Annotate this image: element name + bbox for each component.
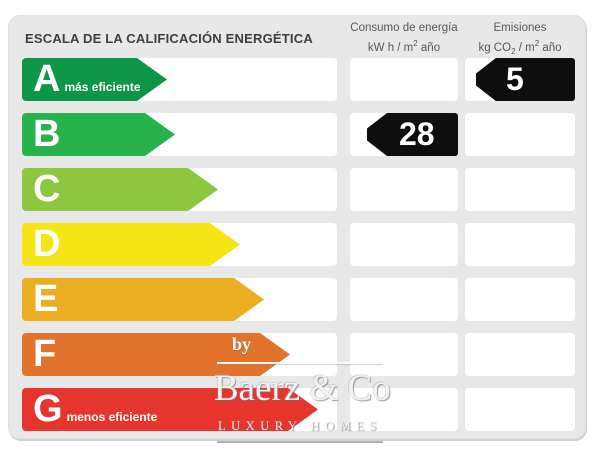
emisiones-cell-g <box>465 388 575 431</box>
emisiones-cell-c <box>465 168 575 211</box>
rating-note: más eficiente <box>64 80 141 94</box>
rating-letter: C <box>33 168 61 210</box>
rating-row-c: C <box>8 168 586 211</box>
certificate-card: ESCALA DE LA CALIFICACIÓN ENERGÉTICA Con… <box>8 15 586 443</box>
rating-letter: B <box>33 113 61 155</box>
consumo-header-line1: Consumo de energía <box>350 22 458 34</box>
watermark-bottom-rule <box>217 441 383 443</box>
rating-letter: F <box>33 333 57 375</box>
consumo-unit-sup: 2 <box>413 39 418 48</box>
consumo-cell-a <box>350 58 458 101</box>
rating-note: menos eficiente <box>66 410 158 424</box>
consumo-cell-f <box>350 333 458 376</box>
emisiones-cell-f <box>465 333 575 376</box>
consumo-column-header: Consumo de energía kW h / m2 año <box>329 21 479 56</box>
rating-letter: E <box>33 278 59 320</box>
consumo-unit-suffix: año <box>417 41 441 54</box>
rating-letter: A <box>33 58 61 100</box>
rating-row-f: F <box>8 333 586 376</box>
emisiones-unit-mid: / m <box>515 41 535 54</box>
emisiones-unit-prefix: kg CO <box>478 41 512 54</box>
emisiones-cell-d <box>465 223 575 266</box>
page-title: ESCALA DE LA CALIFICACIÓN ENERGÉTICA <box>25 31 313 46</box>
consumo-unit-prefix: kW h / m <box>367 41 414 54</box>
emisiones-unit-sup: 2 <box>534 39 540 48</box>
rating-row-g: G menos eficiente <box>8 388 586 431</box>
rating-row-a: A más eficiente 5 <box>8 58 586 101</box>
rating-arrow-g: G menos eficiente <box>22 388 318 431</box>
consumo-cell-g <box>350 388 458 431</box>
rating-arrow-d: D <box>22 223 240 266</box>
consumo-header-unit: kW h / m2 año <box>329 36 479 56</box>
consumo-value-arrow: 28 <box>367 113 458 156</box>
rating-row-e: E <box>8 278 586 321</box>
consumo-cell-c <box>350 168 458 211</box>
emisiones-header-unit: kg CO2 / m2 año <box>445 36 595 59</box>
rating-arrow-e: E <box>22 278 264 321</box>
rating-letter: G <box>33 388 63 430</box>
rating-row-d: D <box>8 223 586 266</box>
rating-arrow-a: A más eficiente <box>22 58 167 101</box>
consumo-cell-d <box>350 223 458 266</box>
emisiones-unit-suffix: año <box>539 41 562 54</box>
emisiones-header-line1: Emisiones <box>493 22 547 34</box>
rating-arrow-b: B <box>22 113 175 156</box>
consumo-cell-e <box>350 278 458 321</box>
emisiones-value-arrow: 5 <box>476 58 575 101</box>
emisiones-unit-sub: 2 <box>511 47 516 57</box>
consumo-value: 28 <box>399 116 435 152</box>
emisiones-value: 5 <box>506 61 524 97</box>
rating-row-b: B 28 <box>8 113 586 156</box>
emisiones-cell-b <box>465 113 575 156</box>
emisiones-column-header: Emisiones kg CO2 / m2 año <box>445 21 595 59</box>
rating-letter: D <box>33 223 61 265</box>
rating-arrow-f: F <box>22 333 290 376</box>
emisiones-cell-e <box>465 278 575 321</box>
rating-arrow-c: C <box>22 168 218 211</box>
